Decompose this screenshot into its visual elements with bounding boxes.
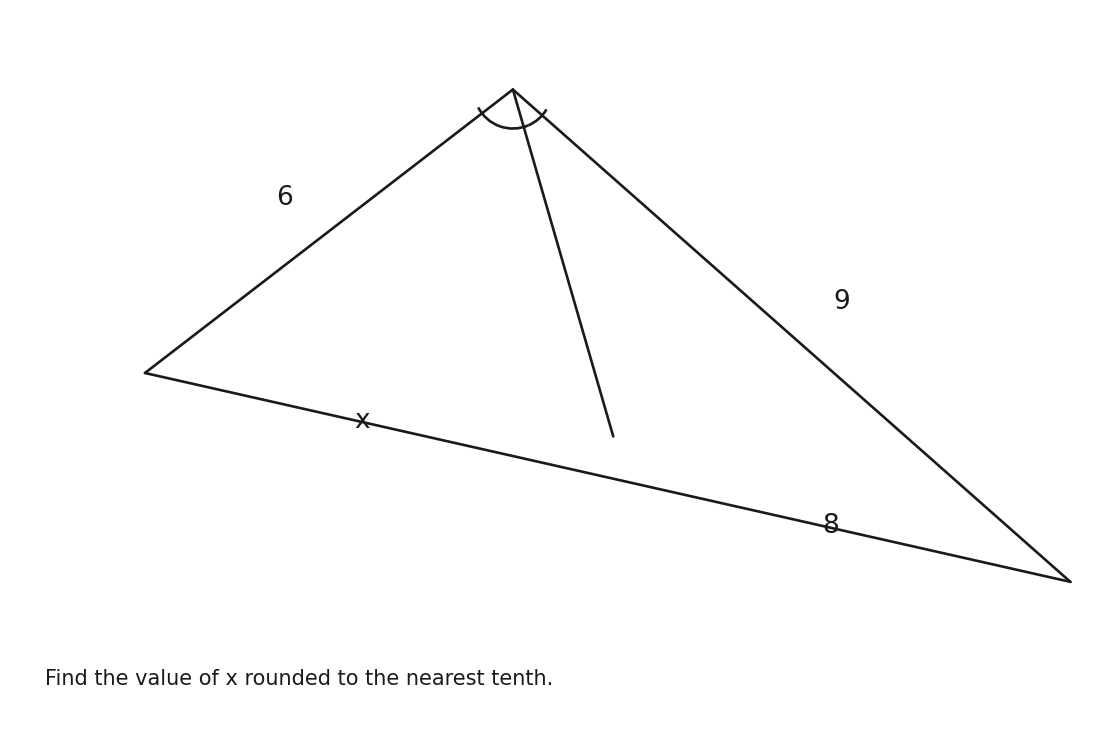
Text: x: x xyxy=(355,409,370,434)
Text: 6: 6 xyxy=(275,185,293,210)
Text: Find the value of x rounded to the nearest tenth.: Find the value of x rounded to the neare… xyxy=(45,669,553,689)
Text: 9: 9 xyxy=(833,289,851,315)
Text: 8: 8 xyxy=(822,513,840,539)
